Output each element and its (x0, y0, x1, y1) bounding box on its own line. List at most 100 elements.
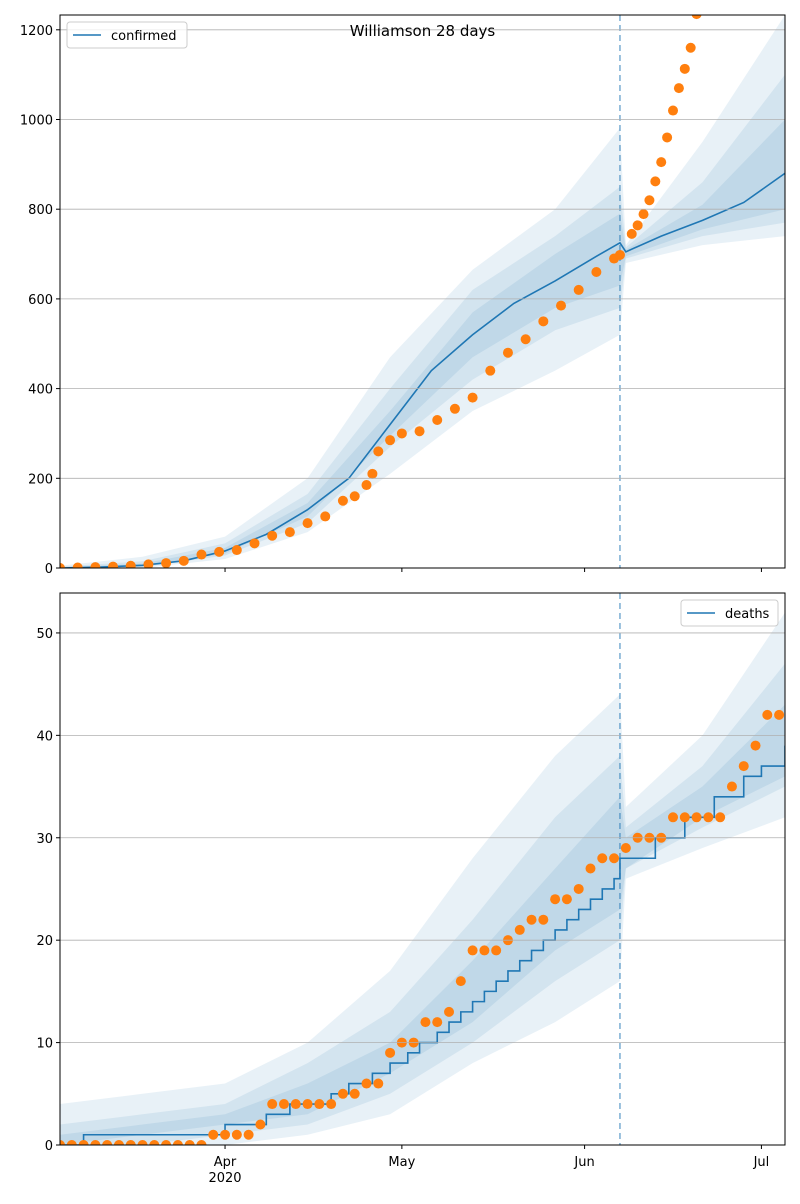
observed-point (284, 527, 295, 538)
y-tick-label: 10 (36, 1037, 53, 1052)
observed-point (614, 249, 625, 260)
legend-box (66, 21, 188, 49)
observed-point (444, 1006, 455, 1017)
observed-point (361, 1078, 372, 1089)
observed-point (278, 1099, 289, 1110)
observed-point (349, 491, 360, 502)
band (60, 74, 785, 568)
observed-point (703, 812, 714, 823)
observed-point (302, 518, 313, 529)
observed-point (715, 812, 726, 823)
observed-point (66, 1140, 77, 1145)
observed-point (108, 561, 119, 568)
observed-point (102, 1140, 113, 1145)
chart-title: Williamson 28 days (350, 22, 496, 40)
observed-point (337, 1088, 348, 1099)
observed-point (656, 157, 667, 168)
observed-point (231, 1129, 242, 1140)
legend-label: confirmed (111, 29, 177, 44)
observed-point (420, 1017, 431, 1028)
observed-point (214, 546, 225, 557)
observed-point (414, 426, 425, 437)
y-tick-label: 40 (36, 729, 53, 744)
observed-point (573, 284, 584, 295)
plot-area (60, 593, 785, 1145)
observed-point (632, 220, 643, 231)
observed-point (668, 812, 679, 823)
observed-point (184, 1140, 195, 1145)
observed-point (485, 365, 496, 376)
observed-point (673, 83, 684, 94)
observed-point (161, 558, 172, 568)
observed-point (526, 914, 537, 925)
observed-point (597, 853, 608, 864)
observed-point (668, 105, 679, 116)
observed-point (662, 132, 673, 143)
observed-point (255, 1119, 266, 1130)
observed-point (196, 549, 207, 560)
observed-point (691, 15, 702, 20)
observed-point (638, 209, 649, 220)
observed-point (762, 709, 773, 720)
observed-point (125, 560, 136, 568)
observed-point (290, 1099, 301, 1110)
band (60, 663, 785, 1145)
observed-point (432, 1017, 443, 1028)
observed-point (467, 392, 478, 403)
observed-point (78, 1140, 89, 1145)
observed-point (585, 863, 596, 874)
observed-point (591, 266, 602, 277)
observed-point (243, 1129, 254, 1140)
observed-point (432, 414, 443, 425)
y-tick-label: 800 (28, 203, 53, 218)
y-tick-label: 50 (36, 627, 53, 642)
observed-point (267, 530, 278, 541)
observed-point (178, 555, 189, 566)
series-line (60, 172, 785, 568)
y-tick-label: 600 (28, 293, 53, 308)
plot-area (60, 15, 785, 568)
observed-point (550, 894, 561, 905)
observed-point (137, 1140, 148, 1145)
y-tick-label: 20 (36, 934, 53, 949)
observed-point (538, 316, 549, 327)
observed-point (502, 347, 513, 358)
observed-point (60, 563, 65, 568)
band (60, 119, 785, 568)
observed-point (644, 195, 655, 206)
observed-point (455, 976, 466, 987)
observed-point (691, 812, 702, 823)
observed-point (314, 1099, 325, 1110)
observed-point (726, 781, 737, 792)
observed-point (249, 538, 260, 549)
observed-point (326, 1099, 337, 1110)
x-tick-label: Jun (573, 1155, 594, 1170)
y-tick-label: 0 (45, 562, 53, 577)
observed-point (750, 740, 761, 751)
y-tick-label: 1200 (20, 24, 53, 39)
observed-point (479, 945, 490, 956)
legend-box (680, 599, 779, 627)
observed-point (538, 914, 549, 925)
observed-point (208, 1129, 219, 1140)
observed-point (685, 42, 696, 53)
y-tick-label: 0 (45, 1139, 53, 1154)
observed-point (679, 812, 690, 823)
observed-point (143, 559, 154, 568)
observed-point (220, 1129, 231, 1140)
observed-point (125, 1140, 136, 1145)
axes-frame (59, 592, 786, 1146)
observed-point (520, 334, 531, 345)
observed-point (302, 1099, 313, 1110)
observed-point (561, 894, 572, 905)
observed-point (149, 1140, 160, 1145)
y-tick-label: 1000 (20, 114, 53, 129)
axes-frame (59, 14, 786, 569)
observed-point (385, 1047, 396, 1058)
y-tick-label: 30 (36, 832, 53, 847)
observed-point (467, 945, 478, 956)
legend: deaths (680, 599, 779, 627)
x-year-label: 2020 (208, 1171, 241, 1186)
observed-point (449, 403, 460, 414)
band (60, 704, 785, 1145)
